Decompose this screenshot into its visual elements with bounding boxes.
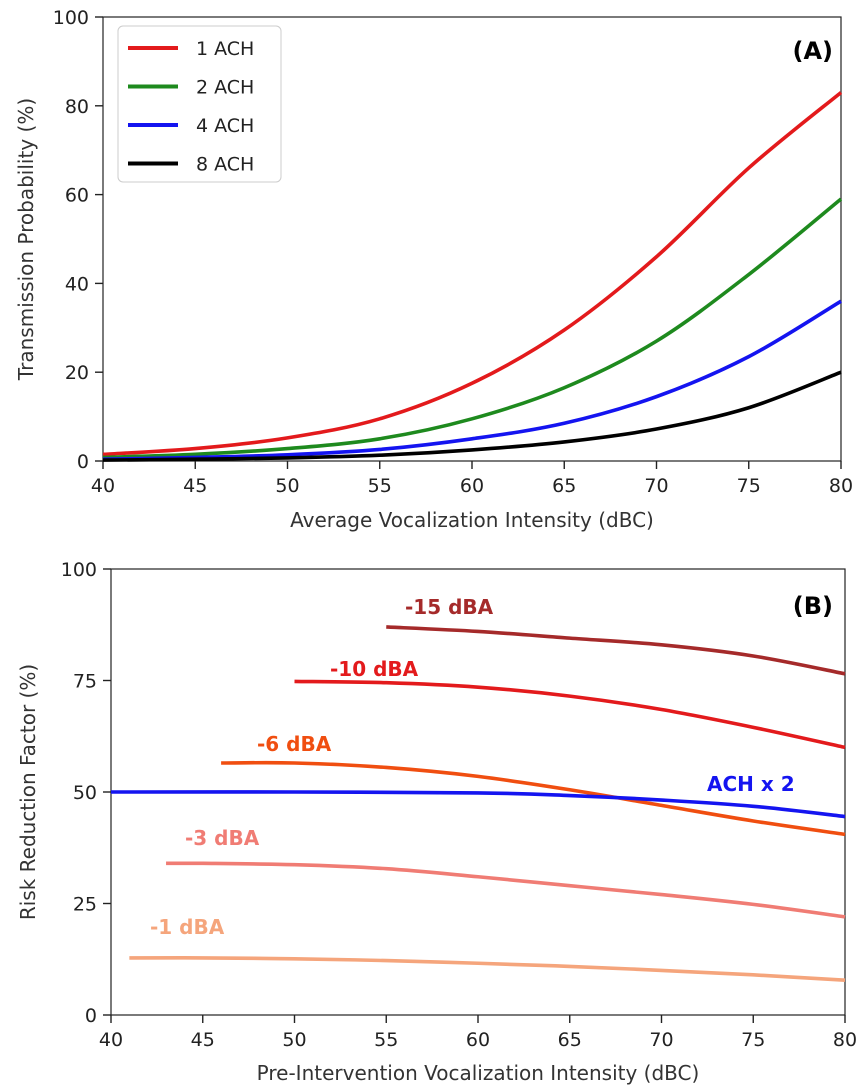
series-line-1-ach — [102, 91, 843, 457]
panel-label: (B) — [793, 592, 833, 620]
y-axis-label: Transmission Probability (%) — [14, 98, 38, 381]
x-tick-label: 60 — [466, 1029, 490, 1051]
panel-a-chart: 40 45 50 55 60 65 70 75 80 0 20 40 60 80 100 Average Vo… — [14, 7, 853, 532]
x-tick-label: 70 — [644, 475, 668, 497]
y-axis-label: Risk Reduction Factor (%) — [16, 664, 40, 920]
series-line-1-dba — [129, 956, 846, 983]
x-tick-label: 50 — [275, 475, 299, 497]
y-tick-label: 0 — [77, 451, 89, 473]
legend-label: 8 ACH — [196, 154, 254, 176]
series-line-2-ach — [102, 197, 843, 460]
series-label-15-dba: -15 dBA — [405, 595, 494, 619]
y-tick-label: 0 — [85, 1005, 97, 1027]
y-tick-label: 25 — [73, 894, 97, 916]
x-tick-label: 60 — [460, 475, 484, 497]
series-line-3-dba — [166, 861, 846, 919]
series-line-4-ach — [102, 299, 842, 462]
y-tick-label: 100 — [53, 7, 89, 29]
legend-box — [117, 25, 282, 183]
x-tick-label: 55 — [368, 475, 392, 497]
series-line-15-dba — [386, 625, 846, 676]
series-label-10-dba: -10 dBA — [330, 657, 419, 681]
series-line-ach-x-2 — [110, 790, 846, 819]
y-tick-label: 80 — [65, 96, 89, 118]
series-label-1-dba: -1 dBA — [150, 915, 225, 939]
legend-label: 1 ACH — [196, 38, 254, 60]
y-tick-label: 75 — [73, 671, 97, 693]
x-tick-label: 80 — [833, 1029, 857, 1051]
y-tick-label: 50 — [73, 782, 97, 804]
x-tick-label: 80 — [829, 475, 853, 497]
legend-label: 4 ACH — [196, 115, 254, 137]
legend: 1 ACH 2 ACH 4 ACH 8 ACH — [117, 25, 282, 183]
x-tick-label: 75 — [737, 475, 761, 497]
x-axis-label: Pre-Intervention Vocalization Intensity … — [257, 1061, 700, 1085]
x-tick-label: 45 — [191, 1029, 215, 1051]
x-tick-label: 40 — [91, 475, 115, 497]
series-label-ach-x-2: ACH x 2 — [707, 772, 795, 796]
y-tick-label: 20 — [65, 362, 89, 384]
series-line-6-dba — [221, 760, 846, 837]
x-tick-label: 45 — [183, 475, 207, 497]
series-line-10-dba — [294, 679, 846, 750]
series-label-6-dba: -6 dBA — [257, 732, 332, 756]
x-tick-label: 65 — [552, 475, 576, 497]
x-axis-label: Average Vocalization Intensity (dBC) — [290, 508, 654, 532]
series-line-8-ach — [102, 370, 842, 462]
x-tick-label: 55 — [374, 1029, 398, 1051]
panel-label: (A) — [792, 37, 833, 65]
x-tick-label: 70 — [649, 1029, 673, 1051]
x-tick-label: 40 — [99, 1029, 123, 1051]
legend-label: 2 ACH — [196, 77, 254, 99]
panel-b-chart: 40 45 50 55 60 65 70 75 80 0 25 50 75 100 Pre-Interven… — [16, 559, 857, 1085]
series-label-3-dba: -3 dBA — [185, 826, 260, 850]
y-tick-label: 100 — [61, 559, 97, 581]
x-tick-label: 65 — [558, 1029, 582, 1051]
x-tick-label: 50 — [282, 1029, 306, 1051]
x-tick-label: 75 — [741, 1029, 765, 1051]
y-tick-label: 60 — [65, 185, 89, 207]
y-tick-label: 40 — [65, 273, 89, 295]
